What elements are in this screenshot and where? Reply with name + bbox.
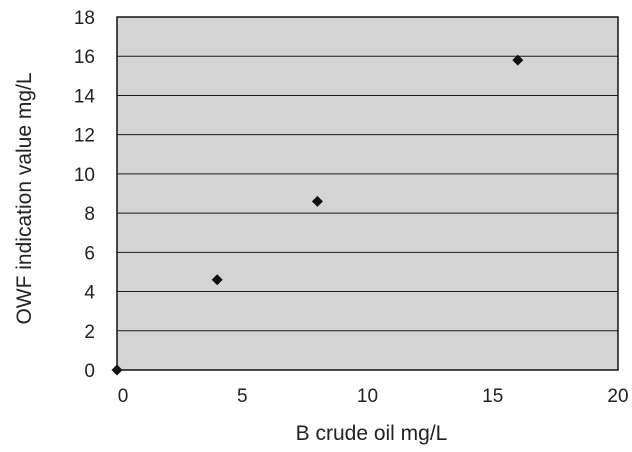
- data-point-0-3: [512, 54, 524, 66]
- data-point-0-1: [211, 274, 223, 286]
- x-axis-title: B crude oil mg/L: [296, 422, 448, 445]
- y-tick-label-8: 8: [84, 204, 95, 225]
- x-tick-label-5: 5: [237, 386, 248, 407]
- y-tick-label-16: 16: [74, 47, 95, 68]
- y-tick-labels: 0 2 4 6 8 10 12 14 16 18: [74, 8, 96, 382]
- y-tick-label-4: 4: [84, 283, 95, 304]
- x-tick-label-15: 15: [482, 386, 503, 407]
- y-tick-label-18: 18: [74, 8, 95, 29]
- gridlines: [117, 55, 618, 332]
- x-tick-label-0: 0: [118, 386, 129, 407]
- y-tick-label-0: 0: [84, 361, 95, 382]
- x-tick-label-10: 10: [357, 386, 378, 407]
- plot-area: [117, 17, 618, 370]
- y-tick-label-10: 10: [74, 165, 95, 186]
- y-axis-title: OWF indication value mg/L: [13, 72, 36, 324]
- plot-frame: [116, 16, 619, 371]
- y-tick-label-14: 14: [74, 86, 96, 107]
- y-tick-label-2: 2: [84, 322, 95, 343]
- y-tick-label-12: 12: [74, 126, 95, 147]
- x-tick-labels: 0 5 10 15 20: [118, 386, 629, 407]
- data-points: [111, 54, 524, 376]
- data-point-0-2: [311, 195, 323, 207]
- data-point-0-0: [111, 364, 123, 376]
- x-tick-label-20: 20: [607, 386, 628, 407]
- y-tick-label-6: 6: [84, 243, 95, 264]
